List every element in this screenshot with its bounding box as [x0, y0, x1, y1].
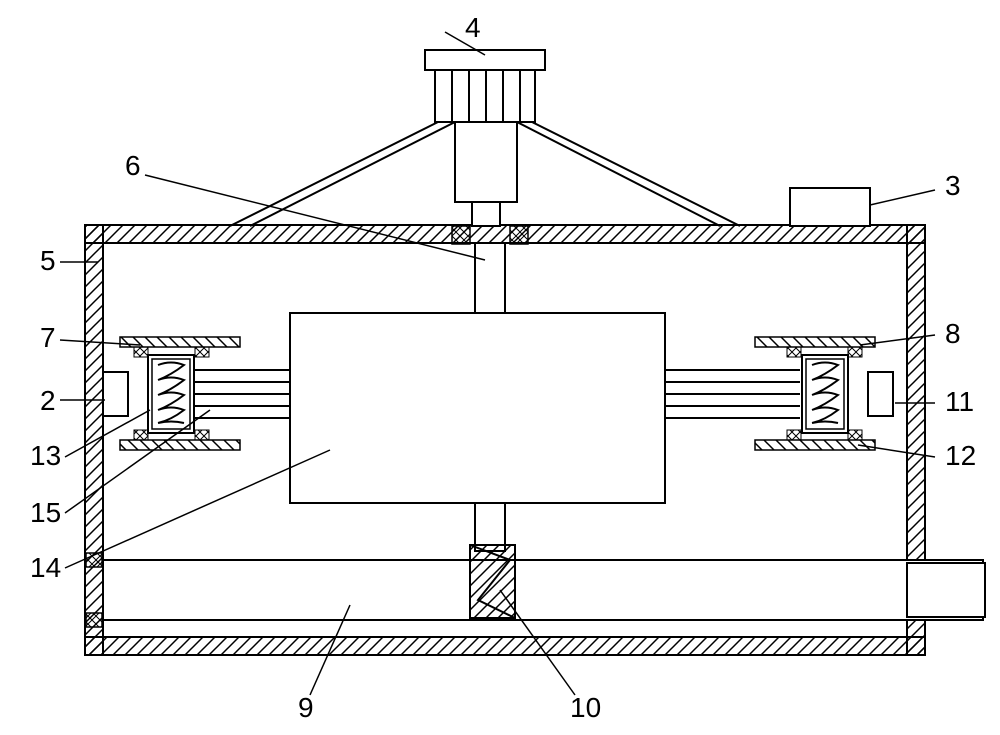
bearing-top-left	[452, 226, 470, 244]
label-11: 11	[945, 386, 974, 418]
helical-blade	[470, 545, 515, 618]
label-7: 7	[40, 322, 56, 354]
label-15: 15	[30, 497, 61, 529]
label-10: 10	[570, 692, 601, 724]
label-2: 2	[40, 385, 56, 417]
diagram-svg	[0, 0, 1000, 735]
label-13: 13	[30, 440, 61, 472]
label-6: 6	[125, 150, 141, 182]
shaft-lower	[475, 503, 505, 551]
feed-inlet	[790, 188, 870, 226]
label-9: 9	[298, 692, 314, 724]
label-8: 8	[945, 318, 961, 350]
label-12: 12	[945, 440, 976, 472]
label-14: 14	[30, 552, 61, 584]
label-3: 3	[945, 170, 961, 202]
motor-top	[425, 50, 545, 226]
label-5: 5	[40, 245, 56, 277]
label-4: 4	[465, 12, 481, 44]
screw-conveyor	[86, 553, 985, 627]
center-block	[290, 313, 665, 503]
bearing-top-right	[510, 226, 528, 244]
diagram-canvas: 4 6 3 5 7 8 2 11 13 12 15 14 9 10	[0, 0, 1000, 735]
